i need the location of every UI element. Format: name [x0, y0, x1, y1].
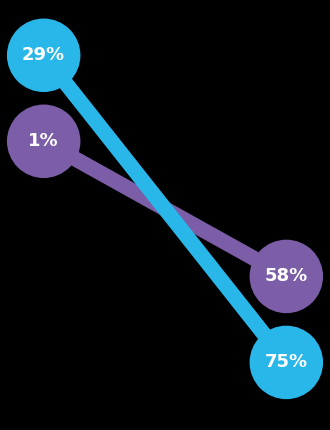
Text: 75%: 75% [265, 353, 308, 372]
Point [284, 273, 289, 280]
Point [284, 359, 289, 366]
Point [41, 52, 46, 59]
Text: 58%: 58% [265, 267, 308, 286]
Text: 29%: 29% [22, 46, 65, 64]
Text: 1%: 1% [28, 132, 59, 150]
Point [41, 138, 46, 145]
